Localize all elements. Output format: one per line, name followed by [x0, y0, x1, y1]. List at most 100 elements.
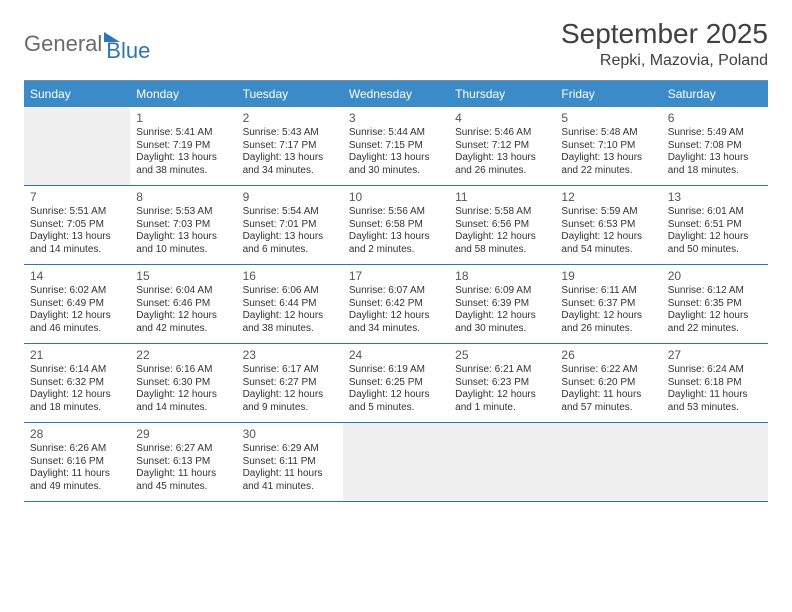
day-number: 7	[30, 190, 124, 205]
sunset-line: Sunset: 6:11 PM	[243, 456, 337, 469]
month-title: September 2025	[561, 18, 768, 50]
sunset-line: Sunset: 6:37 PM	[561, 298, 655, 311]
day-header-cell: Saturday	[662, 81, 768, 107]
sunrise-line: Sunrise: 5:56 AM	[349, 206, 443, 219]
calendar-cell: 1Sunrise: 5:41 AMSunset: 7:19 PMDaylight…	[130, 107, 236, 185]
calendar-cell: 30Sunrise: 6:29 AMSunset: 6:11 PMDayligh…	[237, 423, 343, 501]
daylight-line: Daylight: 11 hours and 49 minutes.	[30, 468, 124, 493]
daylight-line: Daylight: 12 hours and 14 minutes.	[136, 389, 230, 414]
sunset-line: Sunset: 6:53 PM	[561, 219, 655, 232]
sunrise-line: Sunrise: 6:14 AM	[30, 364, 124, 377]
sunrise-line: Sunrise: 5:51 AM	[30, 206, 124, 219]
daylight-line: Daylight: 12 hours and 30 minutes.	[455, 310, 549, 335]
sunrise-line: Sunrise: 6:12 AM	[668, 285, 762, 298]
calendar-week: 1Sunrise: 5:41 AMSunset: 7:19 PMDaylight…	[24, 107, 768, 186]
calendar-cell: 25Sunrise: 6:21 AMSunset: 6:23 PMDayligh…	[449, 344, 555, 422]
calendar-cell: 27Sunrise: 6:24 AMSunset: 6:18 PMDayligh…	[662, 344, 768, 422]
sunset-line: Sunset: 6:23 PM	[455, 377, 549, 390]
sunrise-line: Sunrise: 6:27 AM	[136, 443, 230, 456]
day-number: 17	[349, 269, 443, 284]
sunrise-line: Sunrise: 5:48 AM	[561, 127, 655, 140]
daylight-line: Daylight: 11 hours and 53 minutes.	[668, 389, 762, 414]
calendar-cell: 2Sunrise: 5:43 AMSunset: 7:17 PMDaylight…	[237, 107, 343, 185]
day-number: 15	[136, 269, 230, 284]
calendar-cell: 11Sunrise: 5:58 AMSunset: 6:56 PMDayligh…	[449, 186, 555, 264]
sunrise-line: Sunrise: 5:49 AM	[668, 127, 762, 140]
calendar-body: 1Sunrise: 5:41 AMSunset: 7:19 PMDaylight…	[24, 107, 768, 502]
day-number: 14	[30, 269, 124, 284]
day-number: 12	[561, 190, 655, 205]
calendar-cell: 26Sunrise: 6:22 AMSunset: 6:20 PMDayligh…	[555, 344, 661, 422]
day-number: 10	[349, 190, 443, 205]
sunset-line: Sunset: 6:32 PM	[30, 377, 124, 390]
sunset-line: Sunset: 6:20 PM	[561, 377, 655, 390]
sunrise-line: Sunrise: 6:04 AM	[136, 285, 230, 298]
daylight-line: Daylight: 13 hours and 18 minutes.	[668, 152, 762, 177]
day-number: 18	[455, 269, 549, 284]
daylight-line: Daylight: 12 hours and 54 minutes.	[561, 231, 655, 256]
sunrise-line: Sunrise: 5:44 AM	[349, 127, 443, 140]
calendar-cell: 13Sunrise: 6:01 AMSunset: 6:51 PMDayligh…	[662, 186, 768, 264]
sunset-line: Sunset: 6:13 PM	[136, 456, 230, 469]
sunrise-line: Sunrise: 6:01 AM	[668, 206, 762, 219]
day-number: 30	[243, 427, 337, 442]
calendar-cell-empty	[343, 423, 449, 501]
day-number: 25	[455, 348, 549, 363]
logo-text-general: General	[24, 31, 102, 57]
calendar-cell: 8Sunrise: 5:53 AMSunset: 7:03 PMDaylight…	[130, 186, 236, 264]
calendar-cell: 16Sunrise: 6:06 AMSunset: 6:44 PMDayligh…	[237, 265, 343, 343]
sunrise-line: Sunrise: 6:09 AM	[455, 285, 549, 298]
daylight-line: Daylight: 13 hours and 34 minutes.	[243, 152, 337, 177]
calendar-cell: 29Sunrise: 6:27 AMSunset: 6:13 PMDayligh…	[130, 423, 236, 501]
day-header-row: SundayMondayTuesdayWednesdayThursdayFrid…	[24, 81, 768, 107]
day-header-cell: Sunday	[24, 81, 130, 107]
sunset-line: Sunset: 6:39 PM	[455, 298, 549, 311]
sunset-line: Sunset: 6:49 PM	[30, 298, 124, 311]
day-number: 4	[455, 111, 549, 126]
day-header-cell: Wednesday	[343, 81, 449, 107]
daylight-line: Daylight: 12 hours and 42 minutes.	[136, 310, 230, 335]
daylight-line: Daylight: 12 hours and 18 minutes.	[30, 389, 124, 414]
sunset-line: Sunset: 6:27 PM	[243, 377, 337, 390]
sunset-line: Sunset: 7:15 PM	[349, 140, 443, 153]
day-number: 27	[668, 348, 762, 363]
location: Repki, Mazovia, Poland	[561, 52, 768, 70]
day-header-cell: Monday	[130, 81, 236, 107]
day-number: 8	[136, 190, 230, 205]
sunset-line: Sunset: 6:44 PM	[243, 298, 337, 311]
calendar-cell: 6Sunrise: 5:49 AMSunset: 7:08 PMDaylight…	[662, 107, 768, 185]
sunrise-line: Sunrise: 6:26 AM	[30, 443, 124, 456]
calendar-week: 28Sunrise: 6:26 AMSunset: 6:16 PMDayligh…	[24, 423, 768, 502]
logo-text-blue: Blue	[106, 38, 150, 64]
daylight-line: Daylight: 12 hours and 5 minutes.	[349, 389, 443, 414]
day-number: 1	[136, 111, 230, 126]
daylight-line: Daylight: 13 hours and 22 minutes.	[561, 152, 655, 177]
day-number: 19	[561, 269, 655, 284]
day-number: 3	[349, 111, 443, 126]
sunset-line: Sunset: 6:58 PM	[349, 219, 443, 232]
calendar-cell: 19Sunrise: 6:11 AMSunset: 6:37 PMDayligh…	[555, 265, 661, 343]
sunrise-line: Sunrise: 6:11 AM	[561, 285, 655, 298]
day-number: 16	[243, 269, 337, 284]
sunset-line: Sunset: 7:03 PM	[136, 219, 230, 232]
sunrise-line: Sunrise: 6:21 AM	[455, 364, 549, 377]
calendar-cell: 28Sunrise: 6:26 AMSunset: 6:16 PMDayligh…	[24, 423, 130, 501]
sunrise-line: Sunrise: 5:46 AM	[455, 127, 549, 140]
calendar-cell: 22Sunrise: 6:16 AMSunset: 6:30 PMDayligh…	[130, 344, 236, 422]
sunrise-line: Sunrise: 6:22 AM	[561, 364, 655, 377]
sunrise-line: Sunrise: 6:24 AM	[668, 364, 762, 377]
daylight-line: Daylight: 12 hours and 50 minutes.	[668, 231, 762, 256]
daylight-line: Daylight: 12 hours and 58 minutes.	[455, 231, 549, 256]
sunrise-line: Sunrise: 6:06 AM	[243, 285, 337, 298]
daylight-line: Daylight: 12 hours and 38 minutes.	[243, 310, 337, 335]
day-number: 13	[668, 190, 762, 205]
sunset-line: Sunset: 6:56 PM	[455, 219, 549, 232]
day-number: 2	[243, 111, 337, 126]
daylight-line: Daylight: 12 hours and 1 minute.	[455, 389, 549, 414]
calendar-cell-empty	[662, 423, 768, 501]
daylight-line: Daylight: 13 hours and 26 minutes.	[455, 152, 549, 177]
calendar-cell: 23Sunrise: 6:17 AMSunset: 6:27 PMDayligh…	[237, 344, 343, 422]
calendar-cell: 24Sunrise: 6:19 AMSunset: 6:25 PMDayligh…	[343, 344, 449, 422]
daylight-line: Daylight: 12 hours and 26 minutes.	[561, 310, 655, 335]
daylight-line: Daylight: 13 hours and 6 minutes.	[243, 231, 337, 256]
